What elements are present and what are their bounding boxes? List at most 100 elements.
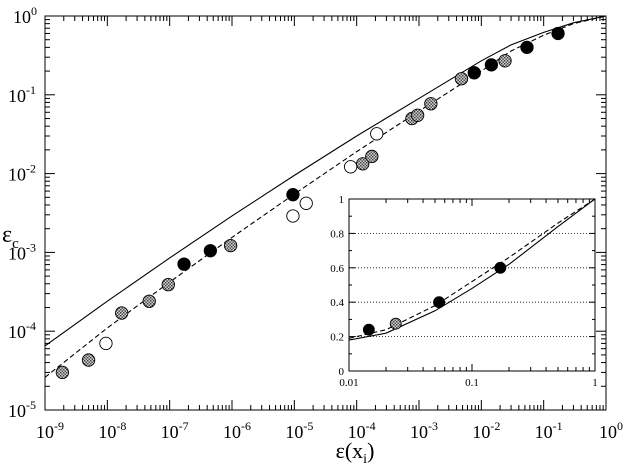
hatched-data-point [223,238,238,253]
filled-data-point [203,244,218,258]
hatched-data-point [424,97,438,111]
tick-label-base: 10 [8,401,26,421]
main-axis-ticks [44,15,607,411]
x-tick-label: 10-4 [348,419,376,442]
inset-y-tick-label: 0 [339,366,345,378]
y-axis-label: εc [2,222,19,252]
y-axis-label-subscript: c [12,236,19,252]
x-tick-label: 10-3 [410,419,438,442]
tick-label-base: 10 [8,243,26,263]
tick-label-exponent: -3 [428,419,438,433]
open-data-point [99,336,113,351]
y-tick-label: 10-5 [8,398,36,421]
dashed-fit-line [45,16,606,378]
tick-label-exponent: -1 [553,419,563,433]
hatched-data-point [115,306,129,320]
inset-background [349,199,595,371]
inset-y-tick-label: 0.6 [330,263,344,275]
tick-label-exponent: -2 [26,162,36,176]
tick-label-exponent: 0 [31,4,37,18]
inset-x-tick-label: 1 [592,377,598,389]
tick-label-base: 10 [8,86,26,106]
inset-x-tick-label: 0.1 [465,377,479,389]
x-tick-label: 10-2 [472,419,500,442]
hatched-data-point [142,294,156,308]
y-axis-label-main: ε [2,222,12,248]
tick-label-base: 10 [8,322,26,342]
tick-label-exponent: -4 [26,319,36,333]
tick-label-exponent: -5 [303,419,313,433]
tick-label-exponent: -2 [490,419,500,433]
tick-label-base: 10 [36,422,54,442]
tick-label-exponent: -9 [54,419,64,433]
main-plot: 10-9 10-8 10-7 10-6 10-5 10-4 10-3 10-2 10-1 100 … [8,4,623,442]
tick-label-exponent: -1 [26,83,36,97]
inset-dashed-fit-line [349,199,595,339]
tick-label-exponent: -3 [26,240,36,254]
hatched-data-point [161,277,175,292]
inset-y-tick-label: 0.2 [330,332,344,344]
inset-y-tick-label: 1 [339,194,345,206]
x-axis-label-close: ) [367,438,374,463]
tick-label-base: 10 [98,422,116,442]
tick-label-exponent: -8 [116,419,126,433]
inset-filled-data-point [433,296,446,309]
tick-label-base: 10 [535,422,553,442]
inset-y-tick-labels: 0 0.2 0.4 0.6 0.8 1 [330,194,344,378]
inset-y-tick-label: 0.4 [330,297,344,309]
y-tick-label: 10-4 [8,319,36,342]
tick-label-base: 10 [8,165,26,185]
tick-label-base: 10 [285,422,303,442]
filled-data-point [177,257,191,271]
inset-data-points [362,261,507,336]
x-tick-label: 10-8 [98,419,126,442]
tick-label-exponent: -7 [179,419,189,433]
main-plot-frame [44,15,607,411]
x-axis-label-main: ε(x [336,438,364,463]
hatched-data-point [410,108,425,122]
hatched-data-point [498,54,512,68]
tick-label-base: 10 [599,422,617,442]
x-tick-label: 10-9 [36,419,64,442]
tick-label-base: 10 [410,422,428,442]
tick-label-base: 10 [223,422,241,442]
hatched-data-point [81,353,96,367]
tick-label-exponent: -5 [26,398,36,412]
inset-hatched-data-point [389,317,402,330]
inset-filled-data-point [362,323,375,336]
inset-fit-lines [349,199,595,341]
tick-label-base: 10 [472,422,490,442]
filled-data-point [484,58,499,72]
tick-label-base: 10 [161,422,179,442]
x-tick-label: 10-7 [161,419,189,442]
x-axis-label-subscript: i [363,452,367,467]
main-fit-lines [45,16,606,378]
filled-data-point [551,26,565,41]
inset-solid-fit-line [349,199,595,341]
inset-y-tick-label: 0.8 [330,228,344,240]
inset-x-tick-labels: 0.01 0.1 1 [339,377,597,389]
tick-label-exponent: -6 [241,419,251,433]
inset-grid [349,232,595,338]
x-tick-label: 10-6 [223,419,251,442]
tick-label-exponent: 0 [617,419,623,433]
open-data-point [370,127,384,141]
x-axis-label: ε(xi) [336,438,375,467]
x-tick-label: 10-5 [285,419,313,442]
hatched-data-point [454,72,469,86]
inset-plot: 0.01 0.1 1 0 0.2 0.4 0.6 0.8 1 [330,194,598,389]
y-tick-label: 10-1 [8,83,36,106]
y-tick-label: 100 [13,4,37,27]
filled-data-point [467,66,481,80]
x-tick-label: 100 [599,419,623,442]
hatched-data-point [365,149,379,164]
main-x-tick-labels: 10-9 10-8 10-7 10-6 10-5 10-4 10-3 10-2 10-1 100 [36,419,623,442]
inset-x-tick-label: 0.01 [339,377,358,389]
solid-fit-line [45,16,606,347]
open-data-point [343,160,358,174]
tick-label-base: 10 [348,422,366,442]
filled-data-point [520,40,534,55]
x-tick-label: 10-1 [535,419,563,442]
